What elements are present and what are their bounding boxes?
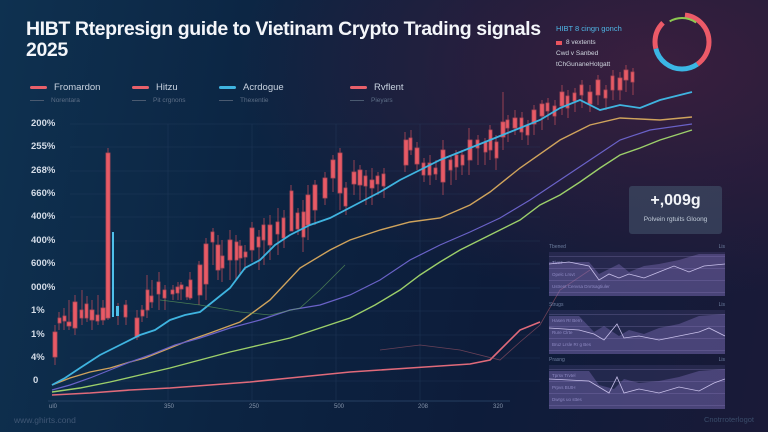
legend-label: Rvflent <box>374 82 404 93</box>
mini-panel-title: Prasng <box>549 357 565 363</box>
mini-line-chart <box>549 369 725 409</box>
legend-item-acrdogue[interactable]: Acrdogue Thexentie <box>219 82 284 104</box>
legend-sublabel: Pit crgnons <box>153 97 186 104</box>
series-fromardon-line <box>51 321 541 396</box>
mini-row: Bruz Lrsle Rr g Bes <box>549 339 725 351</box>
footer-brand: Cnotrroterlogot <box>703 415 754 424</box>
mini-row: Tivez <box>549 257 725 269</box>
stat-card: +,009g Polvein rgtuits Gloong <box>629 186 722 234</box>
legend-item-hitzu[interactable]: Hitzu Pit crgnons <box>132 82 186 104</box>
mini-row: Prpvs BUtH <box>549 382 725 394</box>
x-tick: 208 <box>418 404 429 410</box>
summary-panel: HIBT 8 cingn gonch 8 vextents Cwd v Sanb… <box>556 24 622 68</box>
y-tick: 268% <box>31 165 56 176</box>
donut-segment-red <box>652 12 712 72</box>
mini-row: Dwrgs uo sttes <box>549 394 725 406</box>
legend-subline <box>350 100 364 101</box>
y-tick: 400% <box>31 211 56 222</box>
y-tick: 0 <box>33 375 39 386</box>
stat-value: +,009g <box>650 192 701 209</box>
legend-label: Hitzu <box>156 82 178 93</box>
mini-chart-panel: Strugs Lis Hasen Rr Bern Rure Clrte Bruz … <box>549 302 725 354</box>
y-tick: 1% <box>31 329 45 340</box>
stat-label: Polvein rgtuits Gloong <box>643 216 708 223</box>
mini-panel-title: Tbened <box>549 244 566 250</box>
y-tick: 000% <box>31 282 56 293</box>
mini-line-chart <box>549 254 725 296</box>
page-title: HIBT Rtepresign guide to Vietinam Crypto… <box>26 19 546 61</box>
mini-row: Ustrent Cenvsa Dnrtsagtiuler <box>549 281 725 293</box>
y-tick: 255% <box>31 141 56 152</box>
mini-chart-panel: Tbened Lis Tivez Opelc Lrsvt Ustrent Cenv… <box>549 244 725 296</box>
legend-subline <box>132 100 146 101</box>
legend-item-rvflent[interactable]: Rvflent Pieyars <box>350 82 404 104</box>
x-tick: 320 <box>493 404 504 410</box>
series-purple-line <box>51 123 693 391</box>
legend-sublabel: Norentara <box>51 97 80 104</box>
chart-legend: Fromardon Norentara Hitzu Pit crgnons Ac… <box>0 82 440 112</box>
y-tick: 200% <box>31 118 56 129</box>
x-tick: 250 <box>249 404 260 410</box>
y-tick: 4% <box>31 352 45 363</box>
title-line-1: HIBT Rtepresign guide to Vietinam Crypto… <box>26 18 541 40</box>
mini-panel-title: Strugs <box>549 302 564 308</box>
mini-panel-right: Lis <box>718 357 725 363</box>
footer-website[interactable]: www.ghirts.cond <box>14 415 76 425</box>
summary-item: tChGunaneHotgatt <box>556 61 611 68</box>
title-line-2: 2025 <box>26 39 68 61</box>
summary-item-label: 8 vextents <box>566 39 596 46</box>
mini-row: Hasen Rr Bern <box>549 315 725 327</box>
y-tick: 400% <box>31 235 56 246</box>
legend-label: Fromardon <box>54 82 101 93</box>
series-acrdogue-line <box>51 91 693 386</box>
x-tick: ul0 <box>49 404 58 410</box>
summary-item: 8 vextents <box>556 39 622 46</box>
legend-subline <box>219 100 233 101</box>
legend-item-fromardon[interactable]: Fromardon Norentara <box>30 82 100 104</box>
candlesticks <box>52 65 635 365</box>
legend-swatch <box>350 86 367 89</box>
legend-sublabel: Pieyars <box>371 97 393 104</box>
y-tick: 600% <box>31 258 56 269</box>
legend-subline <box>30 100 44 101</box>
legend-label: Acrdogue <box>243 82 284 93</box>
donut-chart <box>652 12 712 72</box>
summary-swatch <box>556 40 562 45</box>
legend-swatch <box>132 86 149 89</box>
donut-segment-red-2 <box>652 12 712 72</box>
legend-swatch <box>30 86 47 89</box>
donut-segment-blue <box>652 12 712 72</box>
mini-row: Opelc Lrsvt <box>549 269 725 281</box>
x-tick: 350 <box>164 404 175 410</box>
mini-panel-right: Lis <box>718 244 725 250</box>
x-tick: 500 <box>334 404 345 410</box>
summary-item: Cwd v Sanbed <box>556 50 599 57</box>
mini-chart-panel: Prasng Lis Tprsv Trvtel Prpvs BUtH Dwrgs … <box>549 357 725 409</box>
donut-segment-green <box>657 17 707 67</box>
summary-heading: HIBT 8 cingn gonch <box>556 24 622 33</box>
legend-sublabel: Thexentie <box>240 97 269 104</box>
legend-swatch <box>219 86 236 89</box>
mini-panel-right: Lis <box>718 302 725 308</box>
mini-row: Tprsv Trvtel <box>549 370 725 382</box>
y-tick: 1% <box>31 305 45 316</box>
series-rvflent-line <box>51 129 693 393</box>
mini-line-chart <box>549 314 725 354</box>
y-tick: 660% <box>31 188 56 199</box>
mini-row: Rure Clrte <box>549 327 725 339</box>
